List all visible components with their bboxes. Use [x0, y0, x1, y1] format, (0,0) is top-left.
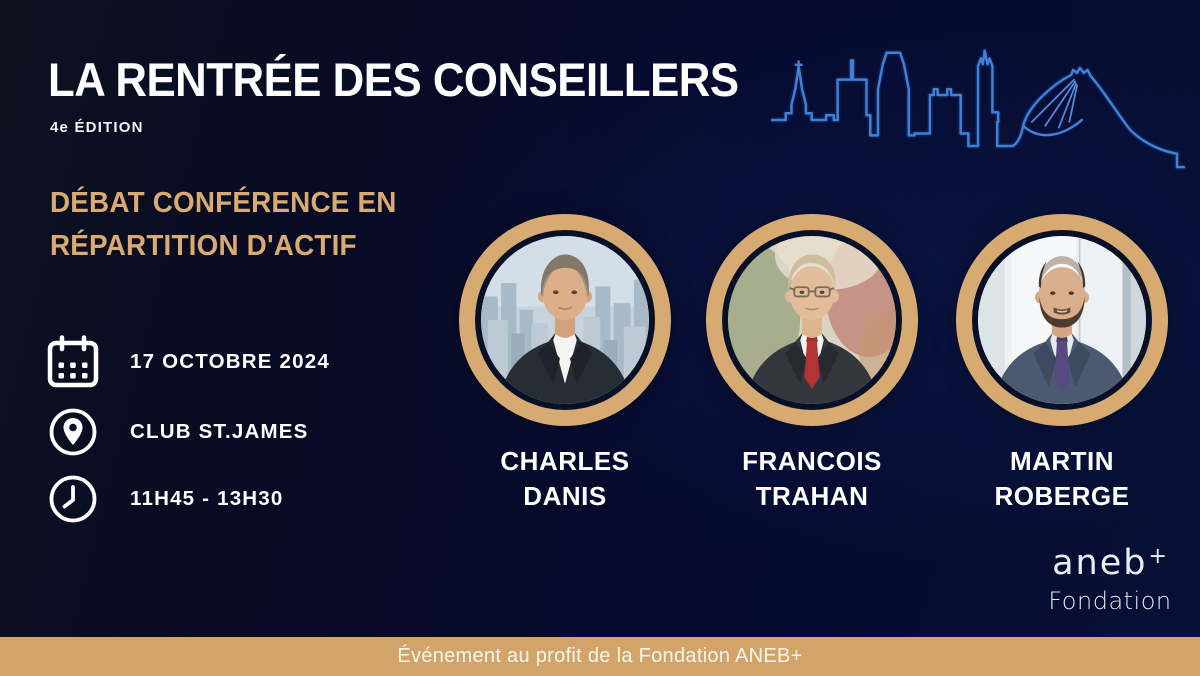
location-pin-icon	[44, 407, 102, 457]
detail-time-label: 11H45 - 13H30	[130, 487, 284, 510]
speaker-name: CHARLES DANIS	[500, 446, 630, 511]
detail-row-date: 17 OCTOBRE 2024	[44, 334, 330, 390]
detail-date-label: 17 OCTOBRE 2024	[130, 350, 330, 373]
clock-icon	[44, 474, 102, 524]
footer-banner: Événement au profit de la Fondation ANEB…	[0, 637, 1200, 676]
speaker-name: MARTIN ROBERGE	[994, 446, 1130, 511]
speaker-photo-ring	[706, 214, 918, 426]
speaker-card-francois-trahan: FRANCOIS TRAHAN	[706, 214, 918, 513]
topic-heading: DÉBAT CONFÉRENCE EN RÉPARTITION D'ACTIF	[50, 182, 397, 268]
aneb-fondation-logo: aneb+ Fondation	[1030, 546, 1190, 616]
speaker-photo-gap	[972, 230, 1152, 410]
topic-line-1: DÉBAT CONFÉRENCE EN	[50, 187, 397, 219]
speaker-card-martin-roberge: MARTIN ROBERGE	[956, 214, 1168, 513]
logo-brand-text: aneb	[1052, 543, 1148, 583]
montreal-skyline-graphic	[769, 47, 1187, 170]
speaker-photo-ring	[956, 214, 1168, 426]
speaker-photo-gap	[722, 230, 902, 410]
logo-brand: aneb+	[1030, 546, 1190, 581]
speaker-photo-ring	[459, 214, 671, 426]
edition-label: 4e ÉDITION	[50, 119, 144, 136]
speaker-photo-francois-trahan	[728, 236, 896, 404]
speaker-card-charles-danis: CHARLES DANIS	[459, 214, 671, 513]
speaker-photo-charles-danis	[481, 236, 649, 404]
event-title: LA RENTRÉE DES CONSEILLERS	[48, 53, 739, 106]
event-details: 17 OCTOBRE 2024 CLUB ST.JAMES 11H45 - 13…	[44, 334, 330, 541]
calendar-icon	[44, 334, 102, 390]
detail-location-label: CLUB ST.JAMES	[130, 420, 309, 443]
speaker-photo-gap	[475, 230, 655, 410]
speaker-photo-martin-roberge	[978, 236, 1146, 404]
logo-plus-mark: +	[1148, 544, 1169, 569]
speaker-name: FRANCOIS TRAHAN	[742, 446, 882, 511]
detail-row-location: CLUB ST.JAMES	[44, 407, 330, 457]
logo-subtitle: Fondation	[1048, 587, 1172, 615]
topic-line-2: RÉPARTITION D'ACTIF	[50, 229, 357, 262]
detail-row-time: 11H45 - 13H30	[44, 474, 330, 524]
footer-text: Événement au profit de la Fondation ANEB…	[397, 645, 803, 667]
